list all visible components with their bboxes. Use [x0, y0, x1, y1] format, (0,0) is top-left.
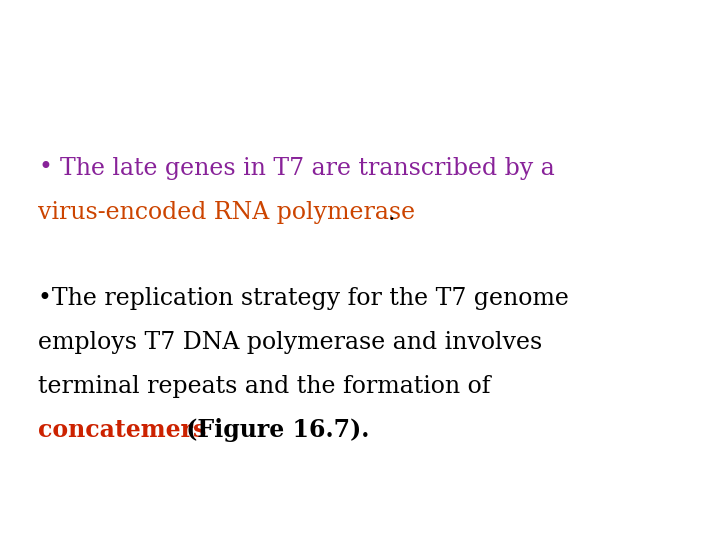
Text: (Figure 16.7).: (Figure 16.7).	[178, 418, 369, 442]
Text: •The replication strategy for the T7 genome: •The replication strategy for the T7 gen…	[38, 287, 569, 309]
Text: •: •	[38, 157, 52, 179]
Text: concatemers: concatemers	[38, 418, 207, 442]
Text: The late genes in T7 are transcribed by a: The late genes in T7 are transcribed by …	[60, 157, 554, 179]
Text: .: .	[388, 201, 395, 225]
Text: employs T7 DNA polymerase and involves: employs T7 DNA polymerase and involves	[38, 330, 542, 354]
Text: virus-encoded RNA polymerase: virus-encoded RNA polymerase	[38, 201, 415, 225]
Text: terminal repeats and the formation of: terminal repeats and the formation of	[38, 375, 490, 397]
